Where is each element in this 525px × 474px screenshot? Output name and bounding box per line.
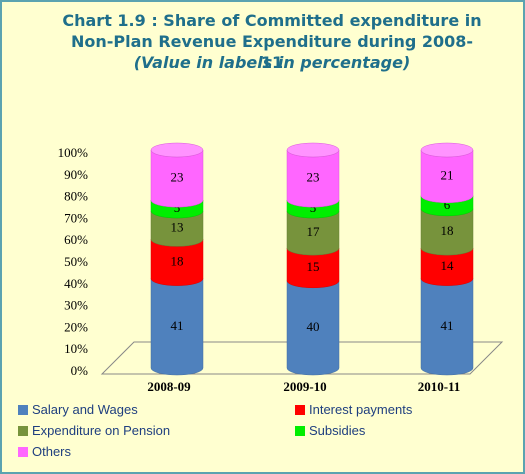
x-tick-label: 2010-11 xyxy=(418,379,461,394)
y-tick-label: 60% xyxy=(64,232,88,247)
legend-label: Subsidies xyxy=(309,423,366,438)
legend-swatch xyxy=(18,425,28,436)
value-label: 13 xyxy=(171,220,184,235)
legend-label: Interest payments xyxy=(309,402,413,417)
value-label: 15 xyxy=(307,259,320,274)
legend-item: Others xyxy=(18,444,71,459)
chart-subtitle: (Value in labels in percentage) xyxy=(133,53,411,72)
y-tick-label: 0% xyxy=(71,363,89,378)
y-tick-label: 80% xyxy=(64,189,88,204)
y-tick-label: 40% xyxy=(64,276,88,291)
legend-item: Salary and Wages xyxy=(18,402,138,417)
x-tick-label: 2008-09 xyxy=(147,379,191,394)
legend-item: Subsidies xyxy=(295,423,365,438)
y-tick-label: 70% xyxy=(64,210,88,225)
chart: 0% 10% 20% 30% 40% 50% 60% 70% 80% 90% 100% 41 18 13 5… xyxy=(58,142,504,394)
value-label: 14 xyxy=(441,258,455,273)
bar-top xyxy=(420,142,474,158)
value-label: 6 xyxy=(444,197,451,212)
legend-label: Expenditure on Pension xyxy=(32,423,171,438)
y-tick-label: 50% xyxy=(64,254,88,269)
y-tick-label: 100% xyxy=(58,145,89,160)
legend-item: Interest payments xyxy=(295,402,412,417)
value-label: 17 xyxy=(307,224,321,239)
value-label: 23 xyxy=(307,170,320,185)
y-tick-label: 90% xyxy=(64,167,88,182)
y-tick-label: 30% xyxy=(64,298,88,313)
chart-title: Chart 1.9 : Share of Committed expenditu… xyxy=(62,11,482,72)
value-label: 18 xyxy=(441,223,454,238)
bar-top xyxy=(286,142,340,158)
x-tick-label: 2009-10 xyxy=(283,379,326,394)
legend-swatch xyxy=(18,404,28,415)
legend-swatch xyxy=(18,446,28,457)
y-tick-label: 20% xyxy=(64,319,88,334)
value-label: 21 xyxy=(441,167,454,182)
value-label: 41 xyxy=(171,318,184,333)
value-label: 40 xyxy=(307,319,320,334)
legend-label: Salary and Wages xyxy=(32,402,138,417)
legend-swatch xyxy=(295,425,305,436)
value-label: 41 xyxy=(441,318,454,333)
value-label: 5 xyxy=(174,200,181,215)
value-label: 18 xyxy=(171,253,184,268)
bar-top xyxy=(150,142,204,158)
legend-label: Others xyxy=(32,444,72,459)
value-label: 23 xyxy=(171,170,184,185)
y-tick-label: 10% xyxy=(64,341,88,356)
value-label: 5 xyxy=(310,200,317,215)
legend-item: Expenditure on Pension xyxy=(18,423,170,438)
legend-swatch xyxy=(295,404,305,415)
